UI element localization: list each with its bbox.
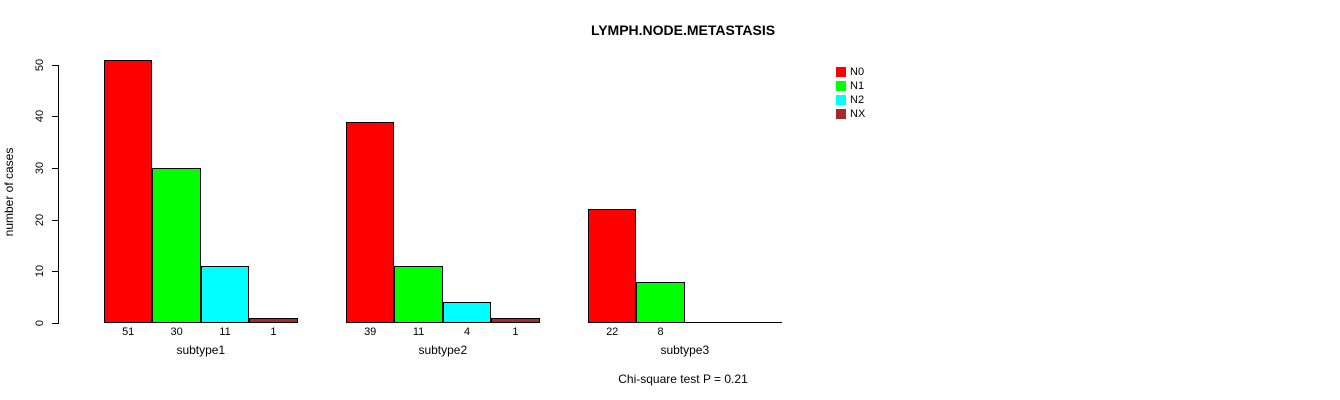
legend-swatch-n2 xyxy=(836,95,846,105)
y-tick-label: 0 xyxy=(34,319,46,327)
legend-item-nx: NX xyxy=(836,107,865,121)
bar-n0-subtype3 xyxy=(588,209,637,323)
y-tick-label: 20 xyxy=(34,213,46,226)
legend-label: NX xyxy=(850,108,866,120)
y-tick-label: 50 xyxy=(34,58,46,71)
y-tick xyxy=(52,219,58,221)
category-label-subtype3: subtype3 xyxy=(660,343,710,357)
bar-n1-subtype3 xyxy=(636,281,685,323)
y-axis-line xyxy=(58,64,59,324)
y-tick xyxy=(52,271,58,273)
bar-value-label: 39 xyxy=(364,326,377,338)
legend-item-n1: N1 xyxy=(836,79,865,93)
bar-n1-subtype2 xyxy=(394,266,443,323)
legend-label: N1 xyxy=(850,80,865,92)
y-tick xyxy=(52,64,58,66)
bar-n2-subtype1 xyxy=(200,266,250,323)
legend-swatch-nx xyxy=(836,109,846,119)
y-tick xyxy=(52,168,58,170)
chi-square-annotation: Chi-square test P = 0.21 xyxy=(618,372,748,386)
zero-bar-nx-subtype3 xyxy=(733,322,782,323)
bar-value-label: 4 xyxy=(463,326,471,338)
zero-bar-n2-subtype3 xyxy=(684,322,734,323)
y-tick-label: 10 xyxy=(34,265,46,278)
chart-title: LYMPH.NODE.METASTASIS xyxy=(590,22,776,38)
bar-value-label: 11 xyxy=(219,326,231,338)
legend-label: N0 xyxy=(850,66,865,78)
y-axis-label: number of cases xyxy=(2,147,16,237)
bar-value-label: 30 xyxy=(170,326,183,338)
bar-value-label: 22 xyxy=(606,326,619,338)
y-tick xyxy=(52,323,58,324)
legend-label: N2 xyxy=(850,94,865,106)
y-tick-label: 30 xyxy=(34,161,46,175)
y-tick xyxy=(52,116,58,118)
bar-nx-subtype2 xyxy=(491,317,540,323)
bar-value-label: 11 xyxy=(412,326,425,338)
legend-item-n0: N0 xyxy=(836,65,865,79)
bar-nx-subtype1 xyxy=(249,317,298,323)
bar-value-label: 51 xyxy=(122,326,135,338)
bar-value-label: 1 xyxy=(512,326,519,338)
legend-swatch-n1 xyxy=(836,81,846,91)
category-label-subtype2: subtype2 xyxy=(418,343,468,357)
bar-value-label: 1 xyxy=(270,326,277,338)
y-tick-label: 40 xyxy=(34,110,46,123)
bar-n0-subtype1 xyxy=(104,59,153,323)
legend-item-n2: N2 xyxy=(836,93,865,107)
category-label-subtype1: subtype1 xyxy=(176,343,226,357)
bar-n0-subtype2 xyxy=(346,121,395,323)
bar-n1-subtype1 xyxy=(152,168,201,323)
legend-swatch-n0 xyxy=(836,67,846,77)
bar-n2-subtype2 xyxy=(442,302,492,323)
bar-value-label: 8 xyxy=(657,326,664,338)
legend: N0 N1 N2 NX xyxy=(836,65,865,121)
